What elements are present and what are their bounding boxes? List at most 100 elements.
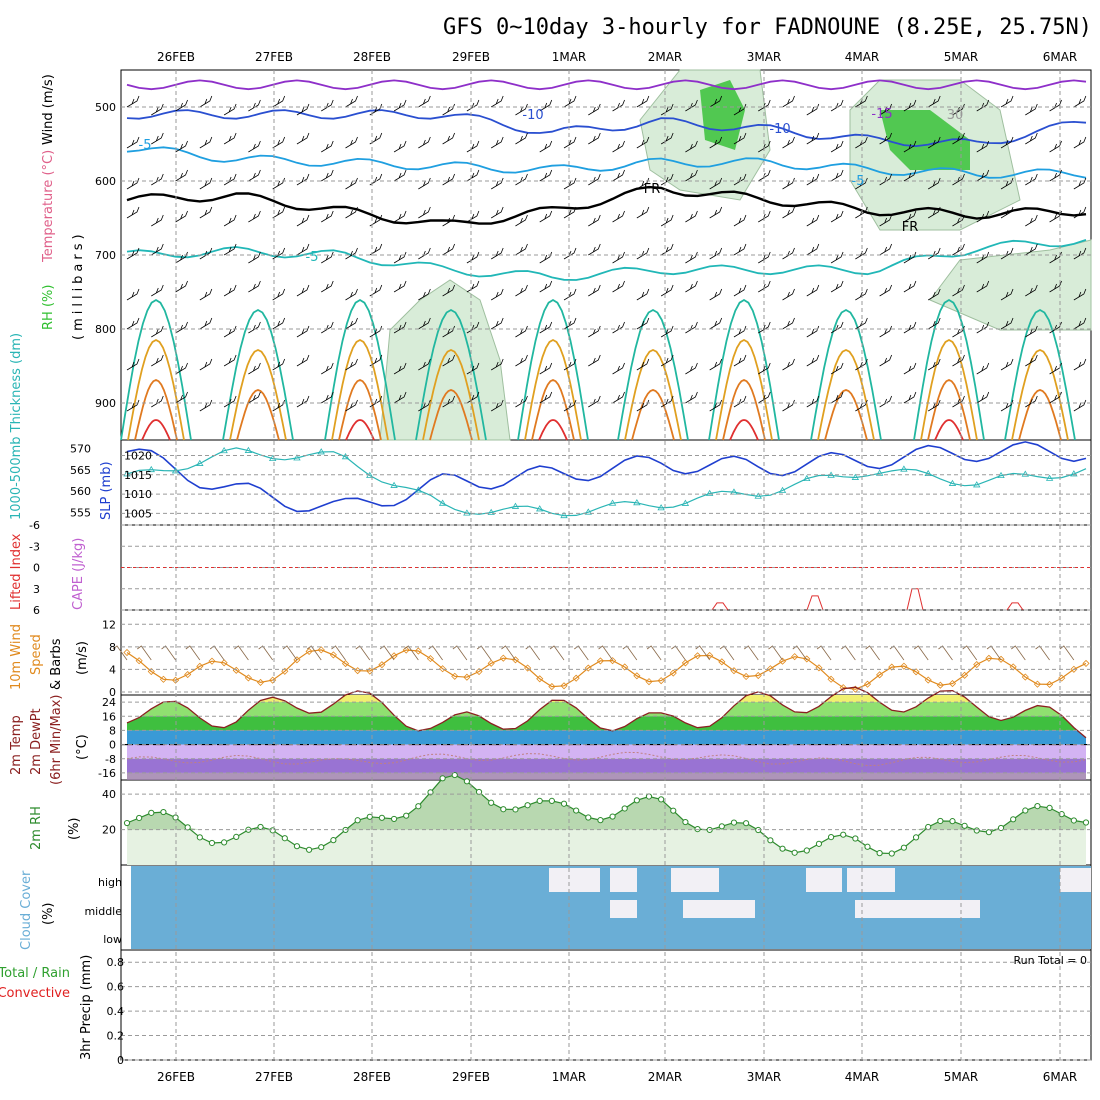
thickness-marker [900, 465, 908, 472]
rh2m-marker [827, 834, 835, 841]
wind-barb [1025, 214, 1038, 227]
wind-barb [490, 358, 504, 371]
wind-barb [515, 325, 528, 338]
warm-contour [1011, 348, 1069, 441]
wind-barb [296, 243, 310, 256]
rh2m-marker [682, 818, 689, 826]
data-marks-layer [112, 79, 1091, 918]
wind-speed-marker [948, 680, 957, 688]
wind-barb-10m [234, 645, 249, 661]
wind-barb [223, 103, 237, 116]
temp-tick-label: -16 [98, 767, 116, 780]
wind-axis-label: Wind (m/s) [41, 74, 56, 145]
labels-layer: 26FEB 26FEB 27FEB 27FEB 28FEB 28FEB 29FEB 29FEB… [0, 50, 1087, 1084]
wind-barb [830, 210, 844, 223]
wind-barb [345, 206, 358, 219]
wind-barb [855, 317, 868, 330]
wind-barb-10m [598, 645, 613, 661]
wind-barb [709, 358, 723, 371]
wind-barb [296, 214, 310, 227]
wind-barb [126, 247, 140, 260]
wind-barb [126, 358, 140, 371]
dewpt-band [127, 758, 1086, 773]
warm-contour [338, 379, 382, 441]
wind-speed-marker [912, 668, 920, 676]
wind-barb [248, 362, 261, 375]
wind-barb [151, 103, 164, 116]
wind-barb [369, 354, 383, 367]
wind-barb [927, 136, 941, 149]
rh2m-marker [779, 845, 786, 852]
wind-barb [1000, 95, 1014, 108]
wind-barb-10m [379, 645, 395, 661]
wind-speed-marker [317, 646, 325, 654]
warm-contour [517, 298, 589, 441]
wind-barb-10m [355, 645, 371, 661]
wind-speed-marker [390, 652, 398, 660]
temp-band [127, 730, 1086, 745]
thickness-line [126, 447, 1087, 517]
wind-barb-10m [525, 645, 541, 661]
wind-barb [855, 177, 868, 190]
wind-speed-marker [985, 654, 993, 662]
thickness-tick-label: 570 [70, 443, 91, 456]
rh2m-marker [743, 820, 750, 827]
wind-barb [1073, 358, 1087, 371]
wind-barb [272, 95, 286, 108]
wind-barb [806, 173, 820, 186]
wind-speed-marker [511, 656, 520, 664]
wind-speed-marker [281, 667, 289, 675]
wind-barb [660, 214, 674, 227]
wind-barb [515, 132, 528, 145]
rh2m-marker [257, 823, 264, 831]
thickness-marker [1070, 470, 1078, 477]
wind-speed-marker [621, 663, 629, 671]
wind-speed-marker [997, 655, 1005, 663]
cloud-level-label: high [98, 876, 122, 889]
wind-speed-marker [439, 665, 447, 673]
wind-speed-marker [754, 671, 762, 680]
wind-barb [539, 140, 553, 153]
wind-barb [248, 140, 261, 153]
thickness-marker [196, 459, 204, 466]
wind-barb [733, 284, 747, 297]
wind-barb [442, 214, 455, 227]
rh2m-marker [390, 815, 398, 823]
wind-barb [927, 177, 941, 190]
wind-barb [830, 251, 844, 264]
wind-speed-marker [961, 671, 969, 679]
wind-barb [393, 140, 407, 153]
wind-barb-10m [428, 645, 443, 661]
wind-barb [927, 317, 941, 330]
rh2m-marker [633, 797, 640, 804]
wind-speed-marker [378, 661, 386, 669]
wind-barb [685, 362, 698, 375]
wind-barb [442, 354, 455, 367]
wind-barb [1000, 358, 1014, 371]
wind-barb [1073, 288, 1087, 301]
rh2m-marker [1010, 816, 1017, 823]
wind-barb [709, 136, 723, 149]
wind-barb [296, 103, 310, 116]
wind-barb [636, 358, 650, 371]
wind-barb-10m [501, 645, 516, 661]
wind-barb [976, 140, 990, 153]
wind-speed-marker [693, 652, 702, 660]
rh2m-marker [488, 799, 495, 806]
wind-barb [782, 177, 795, 190]
wind-barb [199, 399, 213, 412]
precip-axis-label: 3hr Precip (mm) [79, 955, 94, 1060]
wind-barb [442, 132, 455, 145]
wind-barb [806, 103, 820, 116]
wind-barb [612, 391, 625, 404]
wind-barb [321, 251, 334, 264]
date-label-top: 26FEB [157, 50, 195, 64]
wind-barb [321, 362, 334, 375]
rh2m-marker [233, 833, 240, 841]
thickness-marker [754, 492, 762, 499]
wind-tick-label: 12 [102, 618, 116, 631]
wind-barb-10m [889, 645, 905, 661]
wind-barb [660, 395, 674, 408]
rh2m-unit-label: (%) [67, 818, 82, 841]
